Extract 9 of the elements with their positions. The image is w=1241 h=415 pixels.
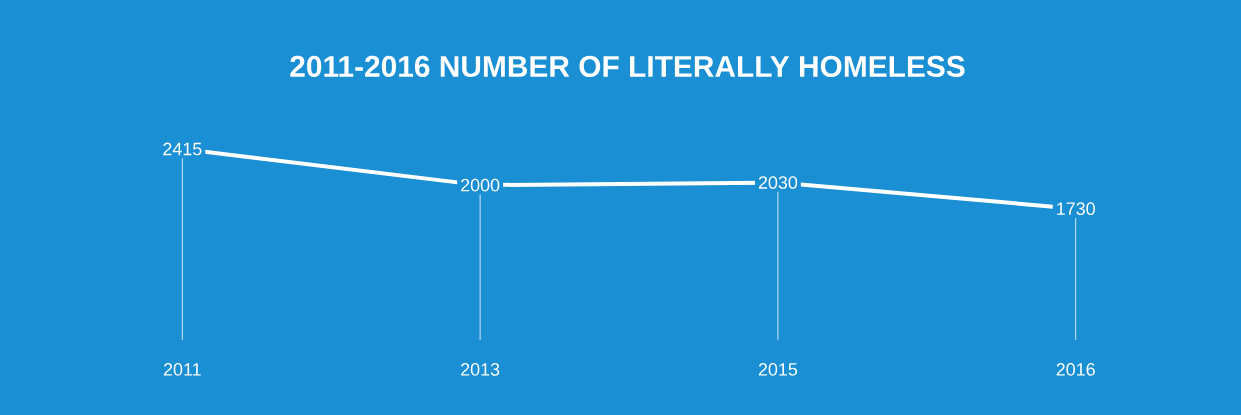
x-tick-label: 2015 — [758, 363, 798, 376]
data-label: 2000 — [461, 178, 500, 192]
x-tick-label: 2013 — [461, 363, 500, 376]
x-tick-label: 2016 — [1056, 363, 1095, 376]
chart-title: 2011-2016 NUMBER OF LITERALLY HOMELESS — [290, 55, 965, 77]
x-tick-label: 2011 — [163, 363, 201, 376]
data-label: 2415 — [163, 142, 202, 156]
data-label: 1730 — [1057, 202, 1095, 216]
data-label: 2030 — [758, 176, 798, 189]
